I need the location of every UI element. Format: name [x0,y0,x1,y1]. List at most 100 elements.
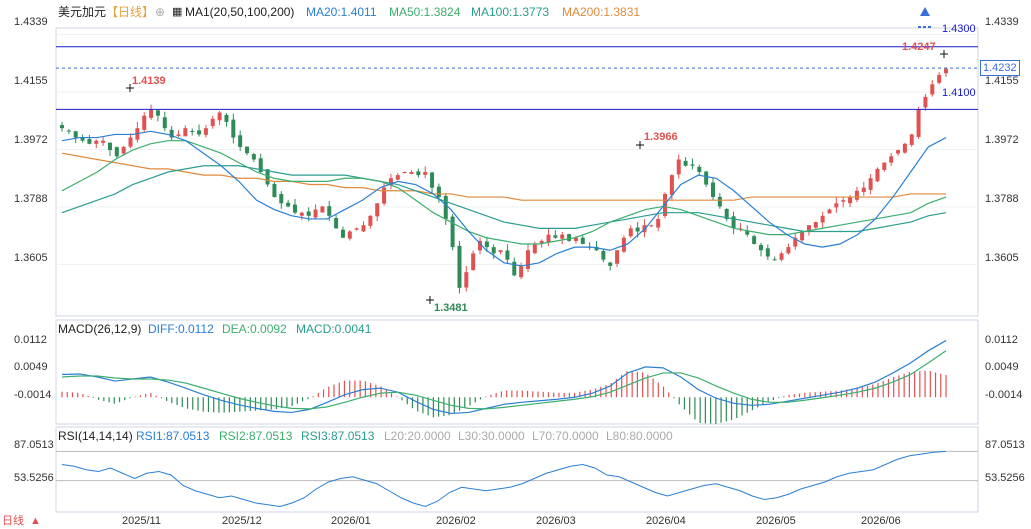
candle-body [916,109,921,137]
candle-body [231,119,236,138]
candle-body [861,187,866,193]
candle-body [676,159,681,175]
rsi1-value: RSI1:87.0513 [136,429,210,443]
rsi-l30: L30:30.0000 [458,429,525,443]
candle-body [313,209,318,218]
target-icon[interactable]: ⊕ [155,5,166,19]
candle-body [580,237,585,244]
candle-body [745,230,750,235]
candle-body [827,209,832,214]
candle-body [149,109,154,118]
candle-body [484,241,489,248]
ma50-line [61,140,947,245]
candle-body [121,146,126,154]
candle-body [765,248,770,257]
candle-body [793,237,798,247]
candle-body [800,231,805,241]
candle-body [628,228,633,237]
price-axis-label-left: 1.3972 [14,134,48,146]
price-axis-label-left: 1.4155 [14,75,48,87]
candle-body [409,172,414,174]
candle-body [498,250,503,253]
candle-body [848,197,853,204]
rsi-l20: L20:20.0000 [384,429,451,443]
candle-body [697,166,702,172]
candle-body [525,250,530,269]
candle-body [395,175,400,180]
candle-body [251,154,256,160]
candle-body [758,244,763,251]
price-axis-label: 1.3605 [985,252,1019,264]
candle-body [573,237,578,241]
candle-body [299,212,304,216]
rsi-axis-label: 87.0513 [985,439,1025,451]
price-axis-label: 1.4155 [985,75,1019,87]
candle-body [101,140,106,143]
candle-body [512,261,517,276]
candle-body [464,272,469,288]
candle-body [519,265,524,278]
macd-dea: DEA:0.0092 [222,322,287,336]
candle-body [388,178,393,185]
ma-settings-label[interactable]: MA1(20,50,100,200) [185,5,295,19]
candle-body [423,172,428,175]
candle-body [621,237,626,252]
candle-body [704,171,709,185]
ma200-value: MA200:1.3831 [562,5,641,19]
candle-body [649,225,654,227]
candle-body [889,156,894,163]
ma200-line [61,152,946,201]
macd-diff: DIFF:0.0112 [148,322,214,336]
candle-body [683,160,688,166]
macd-axis-label: 0.0049 [985,361,1019,373]
candle-body [546,234,551,243]
candle-body [347,231,352,239]
candle-body [107,142,112,151]
period-arrow-icon[interactable]: ▲ [30,515,41,527]
period-selector[interactable]: 日线 [2,515,24,527]
candle-body [820,215,825,223]
candle-body [532,244,537,254]
candle-body [608,262,613,266]
candle-body [841,200,846,202]
candle-body [73,131,78,138]
hline-bottom-label: 1.4100 [942,87,976,99]
candle-body [334,218,339,229]
scroll-up-icon[interactable] [920,3,930,16]
candle-body [368,215,373,226]
chart-icon[interactable]: ▦ [172,6,183,18]
candle-body [203,128,208,135]
candle-body [114,147,119,157]
candle-body [430,172,435,188]
candle-body [553,235,558,238]
ma50-value: MA50:1.3824 [389,5,461,19]
rsi2-value: RSI2:87.0513 [219,429,293,443]
ma20-value: MA20:1.4011 [306,5,377,19]
macd-title[interactable]: MACD(26,12,9) [58,322,142,336]
dash-tool-icon[interactable] [918,16,932,28]
ma100-value: MA100:1.3773 [471,5,550,19]
candle-body [669,175,674,196]
period-label[interactable]: 【日线】 [106,5,155,19]
candle-body [560,234,565,239]
candle-body [902,143,907,153]
high-label-2: 1.3966 [644,131,678,143]
candle-body [176,134,181,136]
candle-body [217,112,222,121]
candle-body [539,240,544,244]
candle-body [772,259,777,261]
candle-body [834,203,839,208]
candle-body [197,130,202,135]
rsi-l70: L70:70.0000 [532,429,599,443]
candle-body [711,182,716,198]
rsi-title[interactable]: RSI(14,14,14) [58,429,133,443]
x-axis-label: 2025/11 [122,515,161,527]
candle-body [436,186,441,198]
candle-body [265,169,270,185]
candle-body [896,150,901,154]
candle-body [478,240,483,251]
candle-body [944,68,948,74]
candle-body [930,84,935,95]
